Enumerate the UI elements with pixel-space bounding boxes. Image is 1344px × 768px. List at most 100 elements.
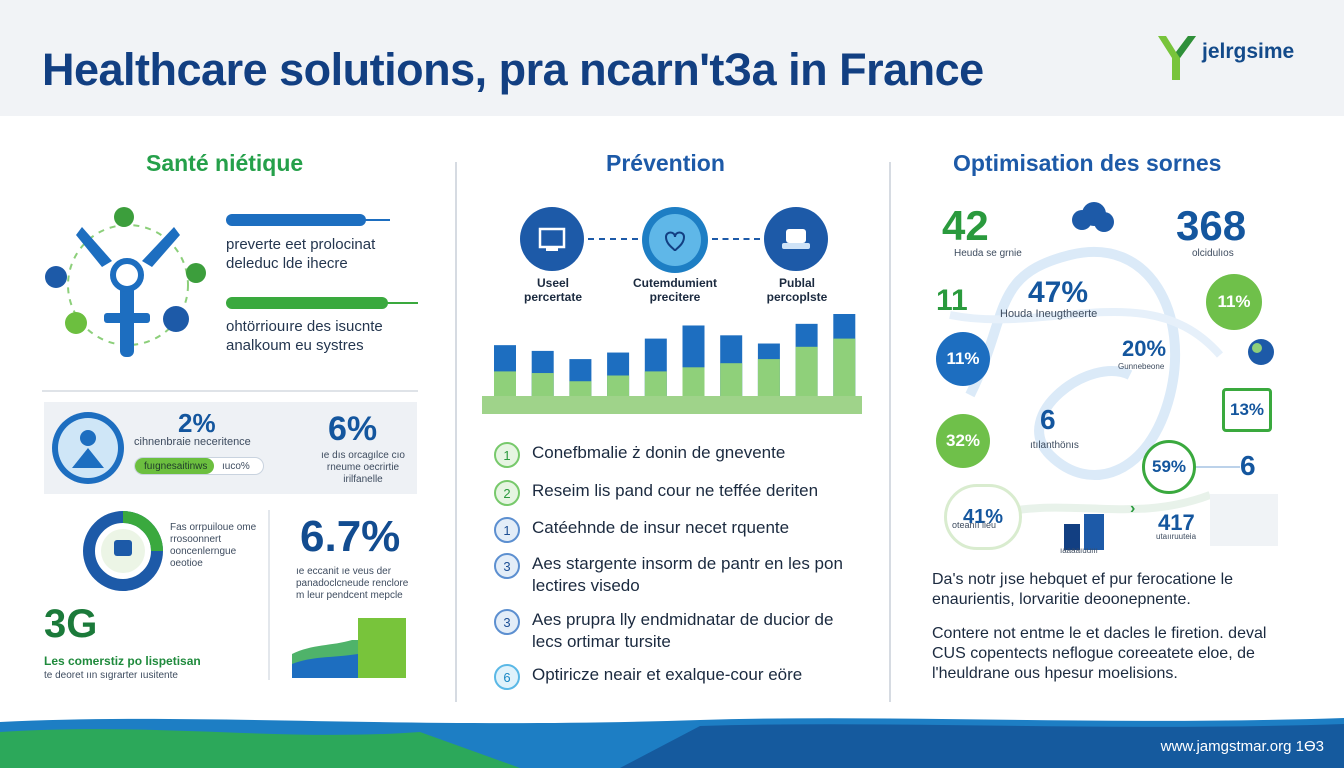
caption2: te deoret ıın sıgrarter ıusitente xyxy=(44,670,178,681)
bar-6-green xyxy=(682,367,705,396)
globe-icon xyxy=(1248,339,1274,365)
step-circle-3[interactable] xyxy=(764,207,828,271)
stat2-label: olcidulıos xyxy=(1192,248,1234,259)
list-text: Aes stargente insorm de pantr en les pon… xyxy=(532,554,843,596)
list-text: Catéehnde de insur necet rquente xyxy=(532,518,790,537)
bar-chart xyxy=(482,314,862,414)
big-number: 3G xyxy=(44,602,98,646)
stat2: 368 xyxy=(1176,202,1247,249)
list-number: 1 xyxy=(494,517,520,543)
step-circle-1[interactable] xyxy=(520,207,584,271)
logo-text: jelrgsime xyxy=(1202,40,1295,63)
circle-stat-5-label: oteanıı lieu xyxy=(952,520,997,530)
list-text: Optiricze neair et exalque-cour eöre xyxy=(532,665,803,684)
bar-3-green xyxy=(569,381,592,396)
progress-bar-blue xyxy=(226,214,366,226)
stat-pct1-label: cihnenbraie neceritence xyxy=(134,436,251,448)
list-number: 1 xyxy=(494,442,520,468)
stat-pct3-text: ıe eccanit ıe veus der panadoclcneude re… xyxy=(296,566,409,601)
heart-hands-icon xyxy=(649,214,701,266)
footer-wave xyxy=(0,718,1344,768)
stat5-label: Gunnebeone xyxy=(1118,362,1165,371)
progress-label: fuıgnesaitinws xyxy=(144,461,208,472)
list-text: Conefbmalie ż donin de gnevente xyxy=(532,443,786,462)
donut-icon xyxy=(83,511,163,591)
stat-pct2: 6% xyxy=(328,410,378,448)
list-item: 2 Reseim lis pand cour ne teffée deriten xyxy=(494,480,862,506)
circle-stat-1: 11% xyxy=(1206,274,1262,330)
header: Healthcare solutions, pra ncarn'tЗa in F… xyxy=(0,0,1344,116)
grid-decoration xyxy=(1210,494,1278,546)
list-item: 6 Optiricze neair et exalque-cour eöre xyxy=(494,664,862,690)
list-number: 6 xyxy=(494,664,520,690)
stat4-label: Houda Ineugtheerte xyxy=(1000,308,1098,320)
right-column-title: Optimisation des sornes xyxy=(953,150,1222,176)
step-label-1: Useel percertate xyxy=(523,276,583,304)
arrow-icon: › xyxy=(1130,500,1136,517)
logo-icon xyxy=(1158,36,1196,80)
progress-track xyxy=(134,457,264,475)
stat8: 417 xyxy=(1158,510,1195,535)
column-divider xyxy=(455,162,457,702)
step-label-3: Publal percoplste xyxy=(766,276,828,304)
page-title: Healthcare solutions, pra ncarn'tЗa in F… xyxy=(42,44,984,95)
circle-stat-5: 41% xyxy=(944,484,1022,550)
bar-2-green xyxy=(531,373,554,396)
building-icon xyxy=(1064,514,1104,550)
stat-pct3: 6.7% xyxy=(300,512,401,561)
list-number: 2 xyxy=(494,480,520,506)
stat4: 47% xyxy=(1028,276,1089,309)
section-divider xyxy=(42,390,418,392)
stat1: 42 xyxy=(942,202,989,249)
area-chart xyxy=(292,618,406,678)
monitor-icon xyxy=(538,227,566,251)
left-bar2-text: ohtörriouıre des isucnte analkoum eu sys… xyxy=(226,318,383,354)
logo[interactable]: jelrgsime xyxy=(1154,30,1324,86)
right-paragraph-1: Da's notr jıse hebquet ef pur ferocation… xyxy=(932,571,1234,608)
middle-column-title: Prévention xyxy=(606,150,725,176)
footer-url[interactable]: www.jamgstmar.org 1Ө3 xyxy=(1160,738,1324,755)
list-item: 3 Aes prupra lly endmidnatar de ducior de… xyxy=(494,609,862,653)
bar-7-green xyxy=(720,363,743,396)
bar-tail xyxy=(384,302,418,304)
donut-text: Fas orrpuiloue ome rrosoonnert ooncenler… xyxy=(170,522,257,569)
health-network-illustration xyxy=(45,207,206,357)
bar-8-green xyxy=(757,359,780,396)
list-item: 3 Aes stargente insorm de pantr en les po… xyxy=(494,553,862,597)
left-column-title: Santé niétique xyxy=(146,150,304,176)
bar-tail xyxy=(360,219,390,221)
list-number: 3 xyxy=(494,609,520,635)
bar-9-green xyxy=(795,346,818,396)
step-connector xyxy=(588,238,638,240)
stat-pct1: 2% xyxy=(178,408,216,438)
right-paragraph-2: Contere not entme le et dacles le fireti… xyxy=(932,625,1267,682)
chart-baseline xyxy=(482,396,862,414)
stat-box-13: 13% xyxy=(1222,388,1272,432)
stat6: 6 xyxy=(1040,404,1056,435)
list-text: Reseim lis pand cour ne teffée deriten xyxy=(532,481,819,500)
circle-stat-3: 32% xyxy=(936,414,990,468)
bar-5-green xyxy=(644,371,667,396)
stat-pct2-text: ıe dıs orcagılce cıo rneume oecrirtie ir… xyxy=(321,450,405,485)
list-number: 3 xyxy=(494,553,520,579)
step-circle-2[interactable] xyxy=(642,207,708,273)
doctor-icon xyxy=(52,412,124,484)
building-label: ıaaaaıuuııı xyxy=(1060,546,1098,555)
progress-fill xyxy=(135,458,215,474)
bar-4-green xyxy=(607,375,630,396)
circle-stat-2: 11% xyxy=(936,332,990,386)
connector-line xyxy=(1196,466,1240,468)
stat6-label: ıtılanthönıs xyxy=(1030,440,1079,451)
step-connector xyxy=(712,238,760,240)
stat5: 20% xyxy=(1122,336,1167,361)
bar-10-green xyxy=(833,338,856,396)
column-divider xyxy=(889,162,891,702)
list-text: Aes prupra lly endmidnatar de ducior de … xyxy=(532,610,834,652)
progress-value: ıuco% xyxy=(222,461,250,472)
circle-stat-4: 59% xyxy=(1142,440,1196,494)
progress-bar-green xyxy=(226,297,388,309)
stat8-label: utaııruuteia xyxy=(1156,532,1197,541)
cloud-icon xyxy=(1072,202,1114,232)
bar-1-green xyxy=(494,371,516,396)
left-bar1-text: preverte eet prolocinat deleduc lde ihec… xyxy=(226,236,376,272)
